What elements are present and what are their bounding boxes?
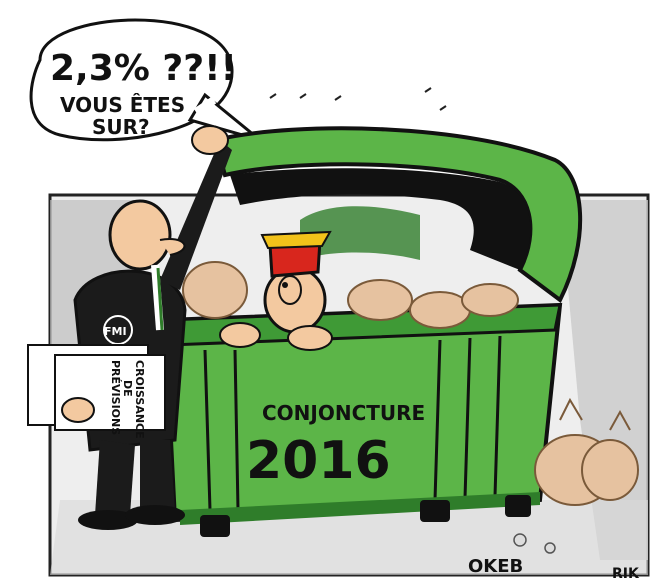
dumpster-year: 2016 (246, 431, 391, 491)
hands-on-edge (219, 322, 333, 351)
speech-bubble: 2,3% ??!! VOUS ÊTES SUR? (29, 18, 261, 142)
dumpster-lid (212, 126, 583, 304)
garbage-bags-outside (534, 397, 639, 506)
document-line-2: DE (121, 380, 134, 397)
man-in-dumpster (219, 230, 333, 351)
hat-brim (260, 230, 332, 250)
document-line-3: CROISSANCE (133, 360, 146, 439)
dumpster-body: CONJONCTURE 2016 (162, 302, 563, 525)
bubble-line-2: VOUS ÊTES (60, 93, 185, 117)
forecast-document: PRÉVISIONS DE CROISSANCE (27, 344, 166, 439)
dumpster-wheels (200, 495, 531, 537)
dumpster-label: CONJONCTURE (262, 401, 425, 425)
artist-signature: RIK (612, 566, 640, 582)
tag-signature: OKEB (468, 556, 523, 577)
garbage-bags (182, 261, 519, 329)
document-line-1: PRÉVISIONS (109, 360, 122, 435)
ground-debris (513, 533, 556, 554)
bubble-line-1: 2,3% ??!! (50, 48, 237, 89)
fly-marks (269, 87, 447, 111)
fmi-badge-text: FMI (104, 325, 127, 338)
bubble-line-3: SUR? (92, 115, 150, 139)
